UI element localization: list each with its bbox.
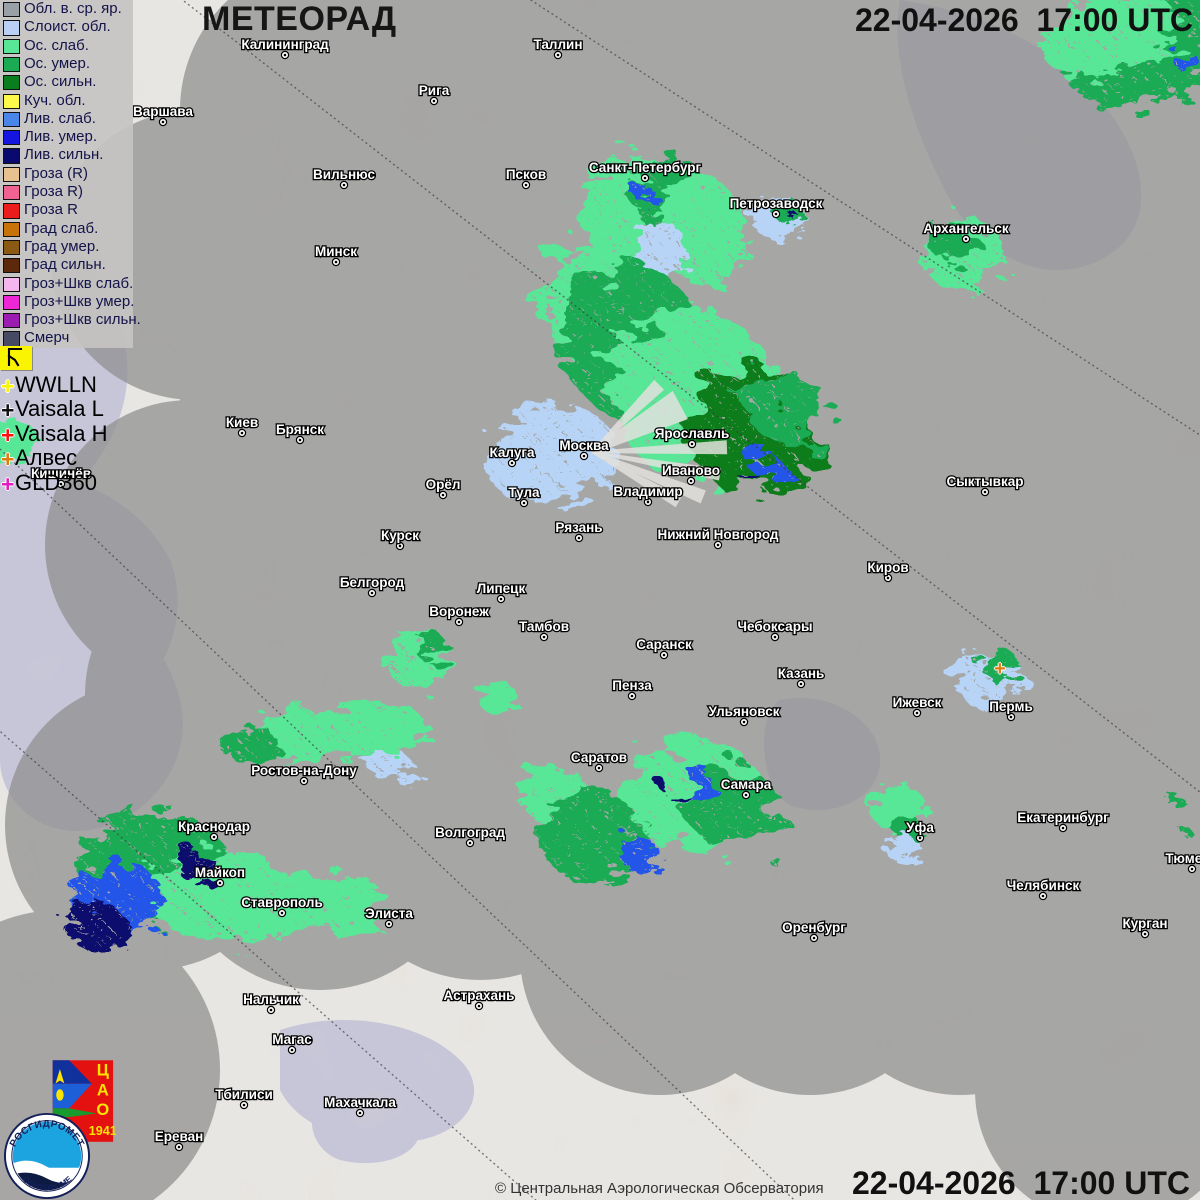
svg-text:Рига: Рига (419, 83, 450, 98)
svg-text:Майкоп: Майкоп (195, 865, 245, 880)
svg-text:А: А (97, 1081, 109, 1099)
svg-text:Орёл: Орёл (426, 477, 461, 492)
svg-text:Челябинск: Челябинск (1007, 878, 1080, 893)
svg-text:Тамбов: Тамбов (519, 619, 569, 634)
svg-text:Ярославль: Ярославль (655, 426, 730, 441)
svg-text:Псков: Псков (506, 167, 546, 182)
svg-text:Махачкала: Махачкала (324, 1095, 396, 1110)
svg-text:Москва: Москва (559, 438, 609, 453)
svg-text:Ц: Ц (97, 1062, 109, 1080)
svg-text:Рязань: Рязань (555, 520, 602, 535)
svg-text:Нальчик: Нальчик (243, 992, 299, 1007)
svg-text:Белгород: Белгород (340, 575, 405, 590)
svg-text:Минск: Минск (315, 244, 357, 259)
svg-text:Краснодар: Краснодар (178, 819, 250, 834)
svg-text:Киров: Киров (867, 560, 908, 575)
svg-text:Курган: Курган (1122, 916, 1167, 931)
svg-text:Ростов-на-Дону: Ростов-на-Дону (251, 763, 357, 778)
svg-text:Тбилиси: Тбилиси (215, 1087, 273, 1102)
svg-text:Самара: Самара (721, 777, 772, 792)
svg-text:Нижний Новгород: Нижний Новгород (658, 527, 779, 542)
svg-text:Тюмень: Тюмень (1165, 851, 1200, 866)
svg-text:Пенза: Пенза (612, 678, 652, 693)
svg-text:Иваново: Иваново (662, 463, 720, 478)
svg-text:Санкт-Петербург: Санкт-Петербург (589, 160, 702, 175)
svg-text:Архангельск: Архангельск (923, 221, 1009, 236)
svg-text:Пермь: Пермь (989, 699, 1033, 714)
svg-text:Чебоксары: Чебоксары (738, 619, 813, 634)
svg-text:Уфа: Уфа (906, 820, 934, 835)
svg-text:Элиста: Элиста (365, 906, 413, 921)
svg-text:Ставрополь: Ставрополь (241, 895, 323, 910)
svg-text:Оренбург: Оренбург (782, 920, 846, 935)
svg-text:Петрозаводск: Петрозаводск (730, 196, 823, 211)
svg-text:Калининград: Калининград (241, 37, 329, 52)
svg-text:Саратов: Саратов (571, 750, 627, 765)
svg-text:Екатеринбург: Екатеринбург (1017, 810, 1109, 825)
svg-text:Ульяновск: Ульяновск (709, 704, 780, 719)
svg-text:Магас: Магас (272, 1032, 312, 1047)
svg-text:Липецк: Липецк (477, 581, 526, 596)
svg-text:Владимир: Владимир (613, 484, 682, 499)
svg-text:Саранск: Саранск (636, 637, 692, 652)
svg-text:Астрахань: Астрахань (444, 988, 515, 1003)
svg-text:Ереван: Ереван (155, 1129, 204, 1144)
svg-text:Киев: Киев (226, 415, 258, 430)
svg-text:Варшава: Варшава (133, 104, 193, 119)
svg-text:Волгоград: Волгоград (435, 825, 505, 840)
svg-text:Курск: Курск (381, 528, 419, 543)
svg-text:Казань: Казань (778, 666, 825, 681)
svg-text:Воронеж: Воронеж (429, 604, 489, 619)
svg-text:Брянск: Брянск (276, 422, 324, 437)
svg-text:Ижевск: Ижевск (893, 695, 942, 710)
svg-text:Таллин: Таллин (533, 37, 582, 52)
svg-text:Калуга: Калуга (490, 445, 535, 460)
svg-text:О: О (96, 1101, 109, 1119)
svg-text:Тула: Тула (508, 485, 540, 500)
svg-text:Сыктывкар: Сыктывкар (947, 474, 1024, 489)
svg-text:1941: 1941 (89, 1124, 116, 1138)
svg-text:Вильнюс: Вильнюс (313, 167, 375, 182)
